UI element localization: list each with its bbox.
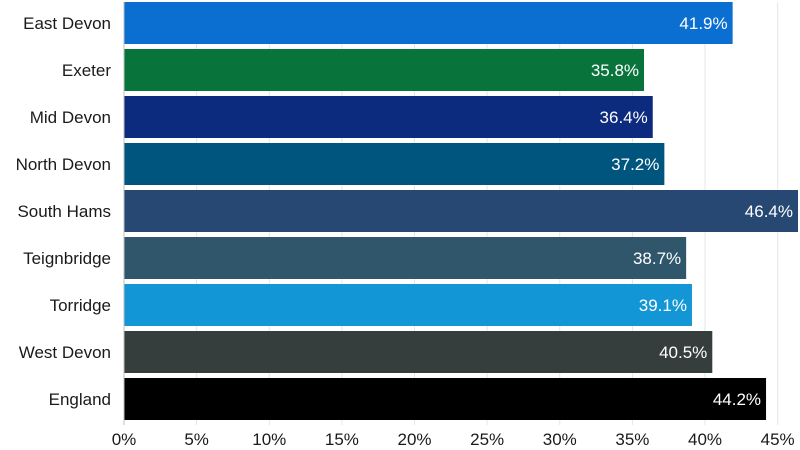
x-tick-label: 20% [398,430,432,449]
data-label: 40.5% [659,343,707,362]
bar [124,190,798,232]
data-labels: 41.9% 35.8% 36.4% 37.2% 46.4% 38.7% 39.1% 40.5%… [591,14,793,409]
data-label: 44.2% [713,390,761,409]
x-tick-label: 10% [252,430,286,449]
x-tick-label: 5% [184,430,209,449]
data-label: 35.8% [591,61,639,80]
bar [124,378,767,420]
bar [124,143,665,185]
category-labels: East Devon Exeter Mid Devon North Devon Sout… [16,14,112,409]
x-tick-label: 0% [112,430,137,449]
data-label: 39.1% [639,296,687,315]
data-label: 46.4% [745,202,793,221]
x-tick-label: 35% [615,430,649,449]
category-label: Teignbridge [23,249,111,268]
category-label: Torridge [50,296,111,315]
data-label: 41.9% [679,14,727,33]
category-label: South Hams [17,202,111,221]
bar [124,49,645,91]
x-tick-label: 25% [470,430,504,449]
bar [124,2,733,44]
x-tick-label: 30% [543,430,577,449]
bar [124,331,713,373]
x-tick-label: 45% [761,430,795,449]
x-axis-ticks: 0% 5% 10% 15% 20% 25% 30% 35% 40% 45% [112,430,795,449]
data-label: 38.7% [633,249,681,268]
category-label: North Devon [16,155,111,174]
category-label: West Devon [19,343,111,362]
category-label: Exeter [62,61,111,80]
category-label: England [49,390,111,409]
category-label: East Devon [23,14,111,33]
x-tick-label: 40% [688,430,722,449]
bar [124,284,692,326]
bar [124,96,653,138]
bar [124,237,687,279]
bars [124,2,798,420]
data-label: 37.2% [611,155,659,174]
category-label: Mid Devon [30,108,111,127]
data-label: 36.4% [600,108,648,127]
x-tick-label: 15% [325,430,359,449]
